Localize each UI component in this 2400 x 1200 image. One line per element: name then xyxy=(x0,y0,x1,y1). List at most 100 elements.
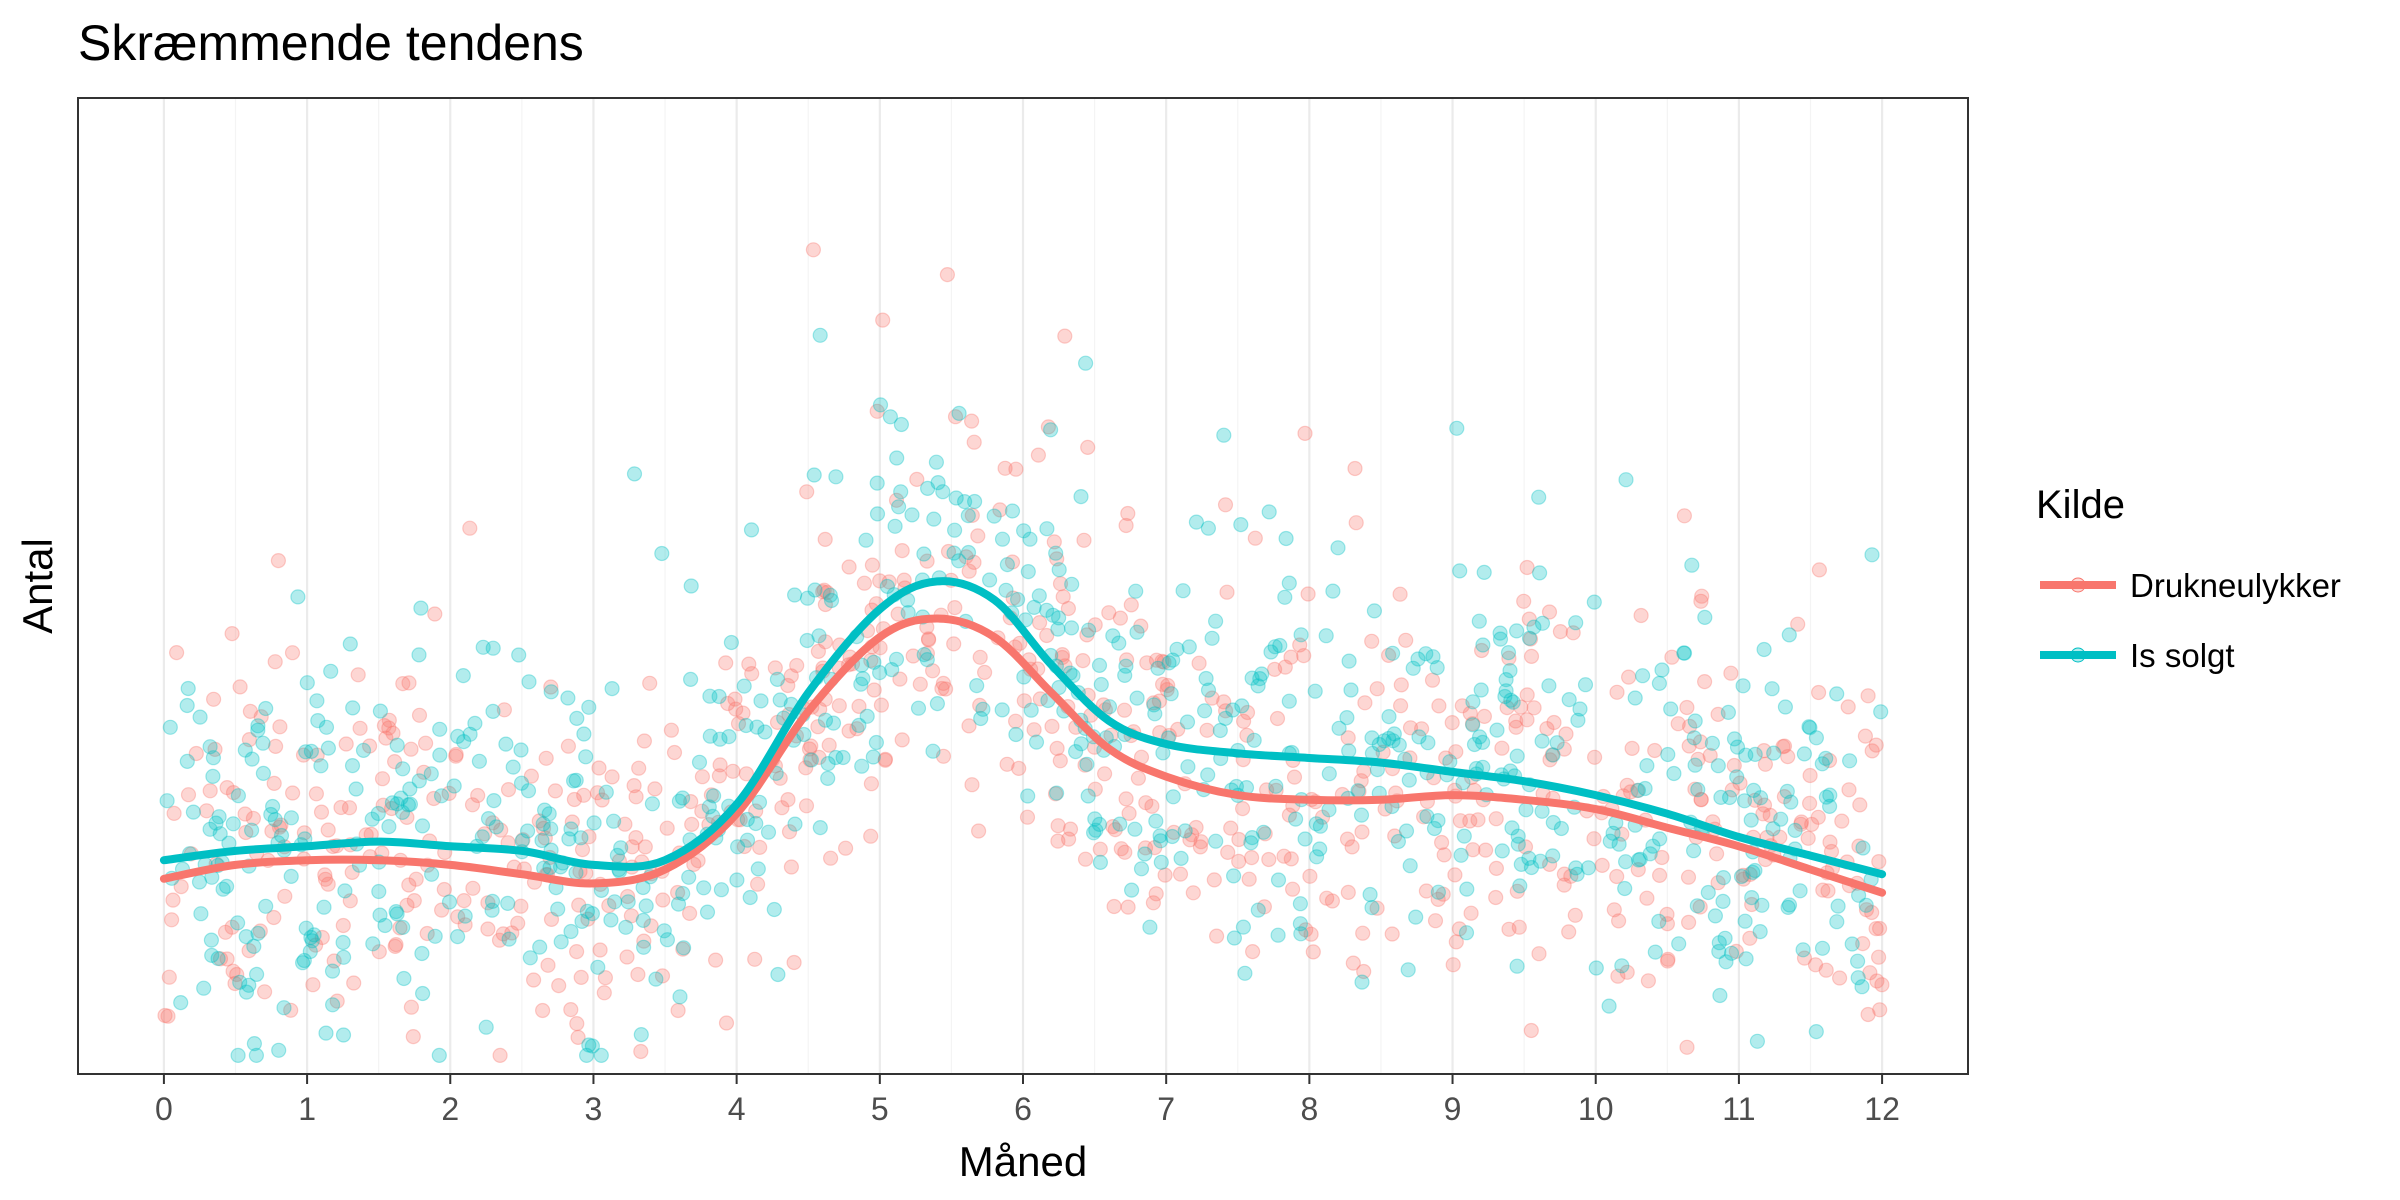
data-point xyxy=(348,781,364,797)
data-point xyxy=(1087,781,1103,797)
data-point xyxy=(1105,628,1121,644)
data-point xyxy=(1500,644,1517,661)
data-point xyxy=(770,966,786,983)
data-point xyxy=(1208,928,1225,944)
data-point xyxy=(656,923,672,939)
data-point xyxy=(389,906,405,922)
data-point xyxy=(1473,642,1490,659)
data-point xyxy=(208,815,224,831)
data-point xyxy=(946,522,963,538)
data-point xyxy=(210,950,226,967)
data-point xyxy=(935,748,952,764)
data-point xyxy=(738,717,754,734)
data-point xyxy=(246,1035,262,1052)
legend-key-point-drukneulykker xyxy=(2070,577,2086,593)
data-point xyxy=(1292,637,1308,653)
data-point xyxy=(1745,864,1761,881)
data-point xyxy=(571,897,587,913)
data-point xyxy=(1032,691,1048,707)
data-point xyxy=(255,765,271,782)
data-point xyxy=(589,785,606,801)
data-point xyxy=(1720,704,1737,721)
data-point xyxy=(316,899,332,915)
data-point xyxy=(1415,809,1432,825)
data-point xyxy=(1792,883,1808,899)
data-point xyxy=(403,741,419,757)
data-point xyxy=(173,994,189,1011)
data-point xyxy=(591,760,607,776)
data-point xyxy=(1270,872,1287,888)
data-point xyxy=(1822,787,1838,803)
data-point xyxy=(1687,781,1703,797)
data-point xyxy=(1040,419,1057,435)
data-point xyxy=(1841,753,1858,769)
data-point xyxy=(681,905,698,922)
data-point xyxy=(1408,909,1424,925)
data-point xyxy=(1523,648,1540,665)
data-point xyxy=(1664,649,1680,665)
data-point xyxy=(1780,748,1796,765)
data-point xyxy=(568,943,585,960)
data-point xyxy=(744,665,760,682)
data-point xyxy=(192,709,208,725)
data-point xyxy=(1519,559,1535,576)
data-point xyxy=(215,881,231,897)
data-point xyxy=(1080,439,1096,455)
data-point xyxy=(970,823,987,839)
data-point xyxy=(1851,838,1867,854)
data-point xyxy=(586,815,602,831)
data-point xyxy=(283,1002,299,1018)
data-point xyxy=(1088,822,1104,838)
data-point xyxy=(1580,860,1597,876)
data-point xyxy=(1256,899,1273,915)
data-point xyxy=(1456,828,1472,844)
data-point xyxy=(1341,743,1357,759)
data-point xyxy=(1293,926,1309,942)
data-point xyxy=(1387,828,1403,844)
data-point xyxy=(237,806,253,822)
x-tick-label: 3 xyxy=(585,1091,603,1127)
data-point xyxy=(1073,489,1089,505)
data-point xyxy=(1744,896,1760,913)
data-point xyxy=(471,753,487,769)
data-point xyxy=(1005,590,1021,606)
data-point xyxy=(1148,652,1165,668)
data-point xyxy=(1418,883,1435,899)
data-point xyxy=(1424,672,1441,688)
data-point xyxy=(718,1015,735,1031)
data-point xyxy=(1284,881,1301,897)
data-point xyxy=(1147,839,1163,856)
data-point xyxy=(305,977,321,993)
data-point xyxy=(1811,562,1828,578)
data-point xyxy=(1200,682,1217,698)
data-point xyxy=(1347,460,1363,477)
data-point xyxy=(705,808,721,825)
data-point xyxy=(1426,820,1443,837)
data-point xyxy=(1690,781,1706,798)
data-point xyxy=(1601,998,1617,1014)
data-point xyxy=(381,712,397,728)
data-point xyxy=(1031,588,1047,604)
x-tick-label: 9 xyxy=(1444,1091,1462,1127)
data-point xyxy=(741,656,757,672)
data-point xyxy=(975,701,991,717)
data-point xyxy=(563,923,579,940)
data-point xyxy=(399,809,415,826)
data-point xyxy=(1752,923,1768,940)
data-point xyxy=(1340,884,1356,901)
data-point xyxy=(1513,856,1529,873)
data-point xyxy=(1689,898,1705,914)
data-point xyxy=(928,454,945,470)
data-point xyxy=(563,821,579,837)
data-point xyxy=(1445,957,1461,973)
data-point xyxy=(1050,833,1066,849)
data-point xyxy=(1420,735,1436,751)
data-point xyxy=(1473,682,1489,698)
data-point xyxy=(411,773,427,789)
data-point xyxy=(1684,557,1700,573)
data-point xyxy=(1708,846,1725,862)
data-point xyxy=(1779,783,1795,800)
data-point xyxy=(1179,714,1196,730)
data-point xyxy=(1452,813,1469,829)
data-point xyxy=(570,1029,586,1046)
